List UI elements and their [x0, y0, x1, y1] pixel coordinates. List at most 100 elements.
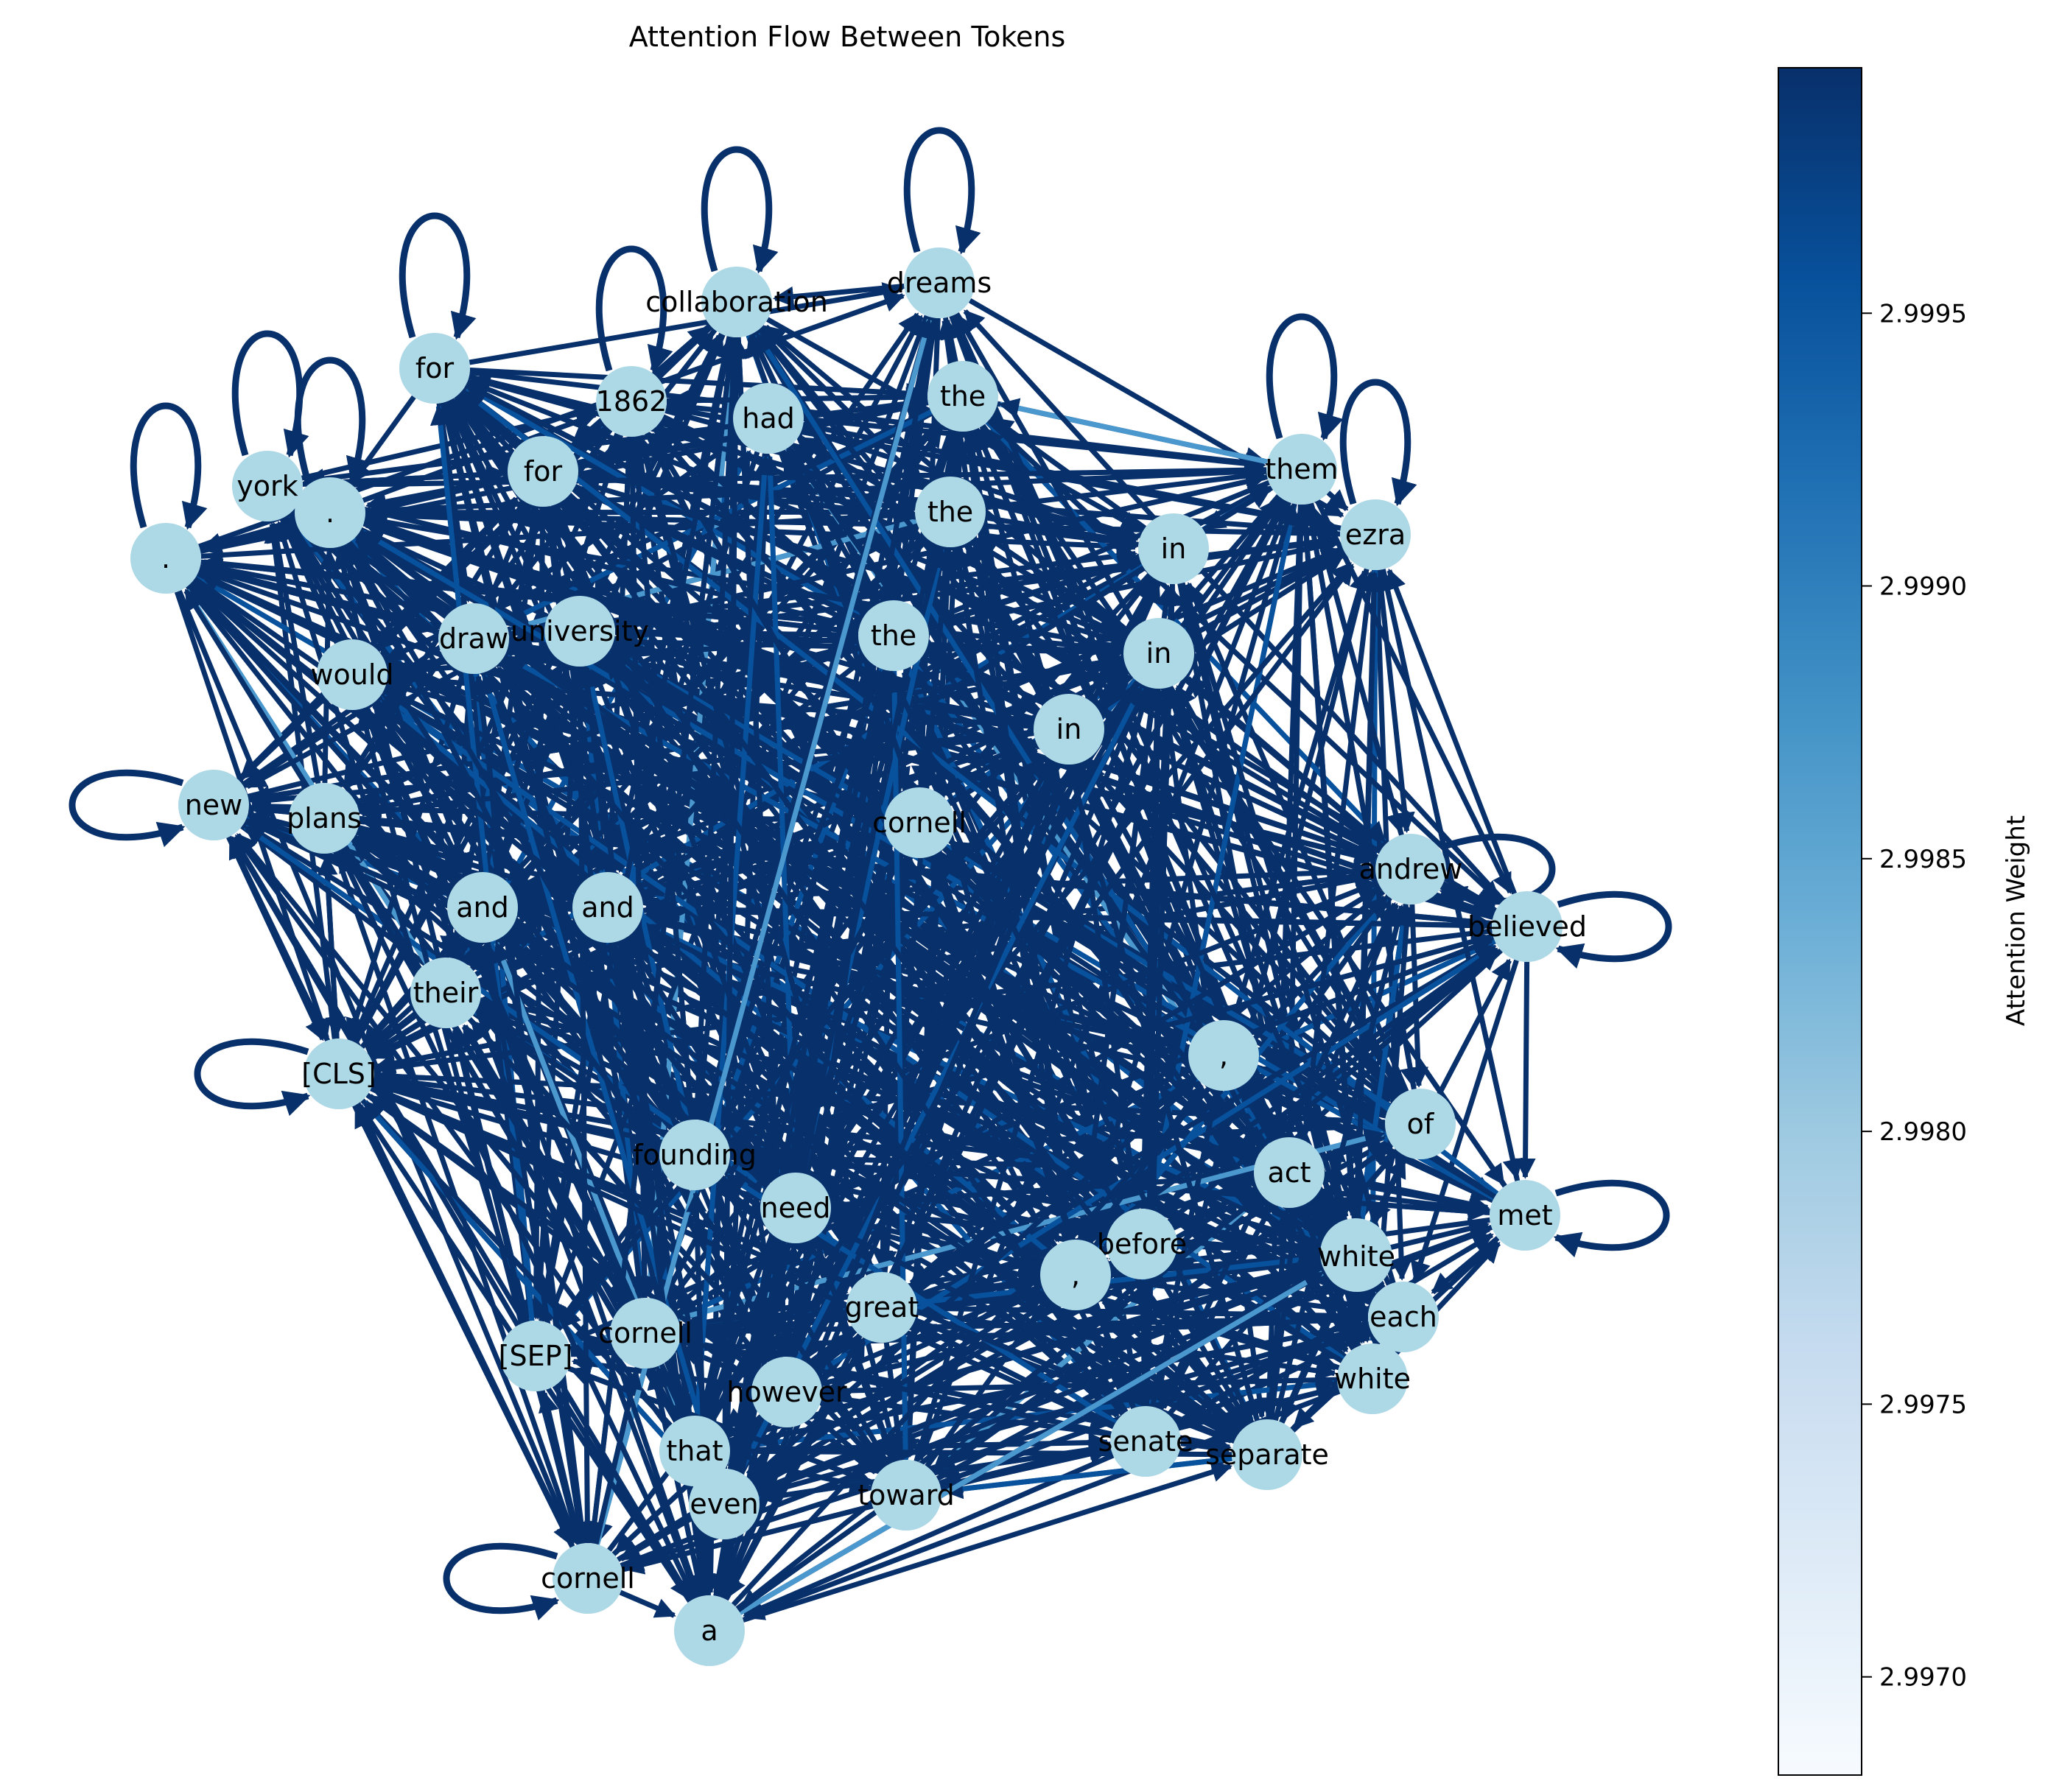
colorbar-tick-label: 2.9995 — [1879, 299, 1967, 328]
attention-edge-founding-to-year1862 — [625, 438, 695, 1120]
attention-edge-a-to-cornell2 — [647, 1368, 705, 1597]
attention-edge-in2-to-dot2 — [365, 512, 1125, 650]
token-label: and — [456, 891, 509, 924]
token-node-comma2: , — [1040, 1240, 1111, 1310]
token-label: toward — [858, 1479, 955, 1511]
attention-edge-toward-to-in2 — [913, 688, 1153, 1463]
attention-edge-founding-to-would — [372, 704, 676, 1128]
token-label: the — [927, 496, 973, 528]
attention-edge-that-to-the3 — [700, 670, 891, 1418]
attention-edge-even-to-dreams — [727, 318, 940, 1470]
attention-edge-comma2-to-them — [1082, 504, 1297, 1242]
token-label: . — [326, 496, 334, 529]
token-label: . — [161, 542, 170, 575]
self-loop-met — [1553, 1179, 1670, 1258]
token-label: draw — [439, 622, 508, 655]
token-label: had — [742, 402, 795, 435]
token-label: the — [940, 380, 986, 412]
attention-edge-in3-to-for2 — [575, 485, 1039, 717]
token-node-circle — [1266, 434, 1337, 505]
token-node-comma1: , — [1188, 1020, 1259, 1091]
colorbar-tick-label: 2.9980 — [1879, 1117, 1967, 1147]
token-node-sep: [SEP] — [499, 1321, 573, 1391]
attention-edge-separate-to-ezra — [1269, 570, 1379, 1420]
attention-edge-comma2-to-and2 — [636, 929, 1050, 1256]
token-label: [SEP] — [499, 1340, 573, 1372]
token-label: of — [1407, 1108, 1435, 1140]
token-node-cornell1: cornell — [872, 787, 967, 858]
attention-edge-senate-to-a — [743, 1452, 1115, 1618]
token-node-circle — [1138, 513, 1209, 584]
attention-edge-in1-to-them — [1202, 487, 1272, 533]
token-node-cornell3: cornell — [541, 1543, 635, 1614]
token-label: cornell — [872, 807, 967, 839]
attention-edge-a-to-act — [735, 1194, 1261, 1611]
attention-edge-senate-to-great — [913, 1322, 1115, 1428]
token-node-york: york — [232, 451, 303, 521]
attention-edge-cornell3-to-comma2 — [616, 1293, 1045, 1562]
token-label: , — [1219, 1039, 1228, 1072]
token-node-new: new — [178, 770, 249, 840]
token-label: plans — [287, 802, 362, 834]
self-loop-ezra — [1339, 379, 1417, 507]
attention-edge-cornell3-to-however — [611, 1416, 761, 1556]
attention-edge-senate-to-cls — [371, 1087, 1115, 1430]
attention-edge-cornell3-to-sep — [539, 1391, 583, 1545]
token-label: senate — [1098, 1425, 1193, 1458]
self-loop-cls — [194, 1038, 311, 1117]
colorbar-tick-label: 2.9970 — [1879, 1663, 1967, 1693]
token-node-circle — [659, 1120, 730, 1190]
attention-edge-toward-to-great — [879, 1343, 905, 1461]
attention-edge-cornell2-to-dot1 — [183, 588, 629, 1305]
token-node-circle — [1123, 618, 1194, 689]
attention-edge-met-to-the1 — [982, 426, 1507, 1188]
token-label: in — [1161, 533, 1187, 565]
token-node-circle — [1232, 1419, 1302, 1490]
self-attention-loops — [69, 127, 1672, 1621]
token-node-in1: in — [1138, 513, 1209, 584]
colorbar-tick-label: 2.9985 — [1879, 845, 1967, 874]
attention-edge-sep-to-for1 — [429, 404, 535, 1321]
attention-edge-them-to-the1 — [998, 398, 1268, 465]
colorbar-tick-label: 2.9990 — [1879, 572, 1967, 602]
token-node-circle — [1385, 1089, 1456, 1159]
self-loop-them — [1266, 313, 1344, 441]
token-node-circle — [1490, 1180, 1560, 1251]
token-node-their: their — [410, 958, 481, 1028]
token-label: , — [1071, 1259, 1080, 1291]
attention-edge-senate-to-for1 — [453, 398, 1129, 1413]
self-loop-dot2 — [294, 356, 372, 485]
self-loop-believed — [1555, 890, 1672, 969]
token-node-year1862: 1862 — [596, 366, 667, 437]
token-label: ezra — [1345, 519, 1406, 551]
token-node-separate: separate — [1205, 1419, 1329, 1490]
attention-edge-that-to-cornell1 — [704, 857, 911, 1419]
token-node-circle — [447, 872, 518, 943]
attention-edge-in1-to-for2 — [578, 468, 1139, 547]
token-label: that — [666, 1435, 723, 1467]
self-loop-new — [69, 769, 186, 848]
attention-edge-dreams-to-collaboration — [773, 284, 905, 307]
token-label: university — [511, 615, 649, 647]
token-node-circle — [659, 1416, 730, 1486]
token-node-circle — [610, 1298, 681, 1368]
token-node-circle — [927, 361, 998, 432]
token-node-circle — [701, 267, 772, 337]
token-label: great — [845, 1291, 919, 1324]
token-node-dreams: dreams — [887, 247, 992, 318]
token-node-circle — [232, 451, 303, 521]
attention-edge-in2-to-for2 — [578, 477, 1126, 646]
token-node-of: of — [1385, 1089, 1456, 1159]
attention-edge-cornell3-to-university — [569, 667, 591, 1544]
token-node-would: would — [310, 639, 394, 710]
token-node-circle — [130, 523, 201, 594]
token-node-university: university — [511, 596, 649, 667]
attention-edge-them-to-york — [304, 467, 1267, 496]
token-label: would — [310, 658, 393, 691]
self-loop-cornell3 — [443, 1542, 560, 1621]
token-node-circle — [858, 600, 929, 671]
self-loop-collaboration — [701, 146, 779, 274]
token-label: in — [1146, 637, 1172, 670]
attention-edge-even-to-cls — [362, 1100, 703, 1480]
token-node-circle — [871, 1460, 941, 1531]
